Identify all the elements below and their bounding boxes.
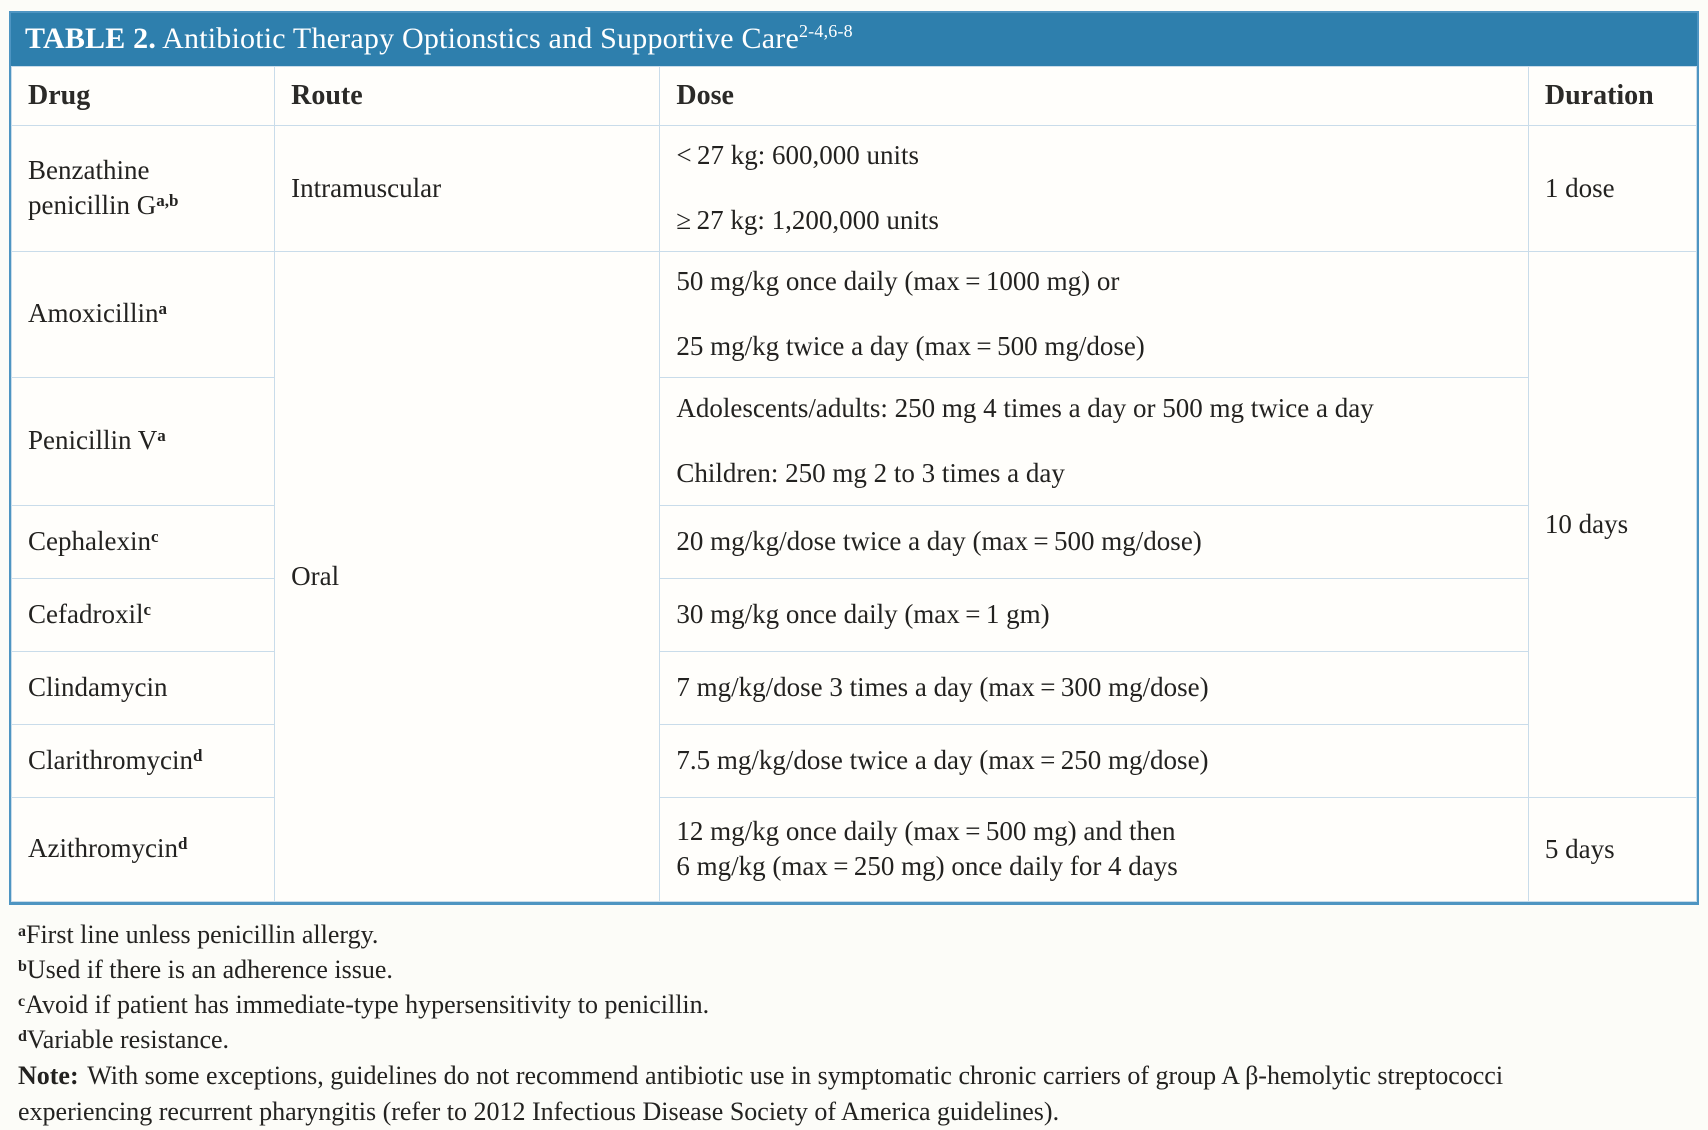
footnote-marker: a — [18, 922, 26, 940]
column-header-dose: Dose — [659, 65, 1529, 126]
duration-value: 10 days — [1544, 508, 1629, 539]
drug-name: Cefadroxil — [28, 598, 144, 629]
dose-line: 25 mg/kg twice a day (max = 500 mg/dose) — [676, 330, 1145, 361]
dose-line: 6 mg/kg (max = 250 mg) once daily for 4 … — [676, 851, 1178, 881]
table-row-cefadroxil: Cefadroxilc 30 mg/kg once daily (max = 1… — [10, 577, 1697, 652]
duration-cell-ten-days-merged: 10 days — [1527, 250, 1698, 798]
footnote-text: Avoid if patient has immediate-type hype… — [25, 989, 710, 1019]
note-label: Note: — [18, 1060, 79, 1090]
table-row-penicillin-v: Penicillin Va Adolescents/adults: 250 mg… — [10, 376, 1697, 506]
route-value: Intramuscular — [291, 172, 442, 203]
drug-cell: Azithromycind — [10, 796, 276, 902]
table-title-bar: TABLE 2. Antibiotic Therapy Optionstics … — [11, 13, 1697, 66]
footnote-text: First line unless penicillin allergy. — [26, 919, 379, 949]
footnotes-section: aFirst line unless penicillin allergy. b… — [9, 918, 1699, 1130]
note-line-1: Note: With some exceptions, guidelines do… — [18, 1058, 1699, 1094]
drug-cell: Benzathine penicillin Ga,b — [10, 124, 276, 252]
footnote-a: aFirst line unless penicillin allergy. — [18, 918, 1699, 952]
table-row-amoxicillin: Amoxicillina Oral 50 mg/kg once daily (m… — [10, 250, 1698, 902]
drug-cell: Cefadroxilc — [10, 577, 276, 652]
dose-cell: < 27 kg: 600,000 units ≥ 27 kg: 1,200,00… — [659, 124, 1529, 252]
antibiotic-therapy-table: Drug Route Dose Duration Benzathine peni… — [10, 65, 1698, 902]
dose-cell: 7.5 mg/kg/dose twice a day (max = 250 mg… — [659, 723, 1529, 798]
drug-cell: Amoxicillina — [10, 250, 276, 378]
dose-cell: 30 mg/kg once daily (max = 1 gm) — [659, 577, 1529, 652]
dose-cell: 20 mg/kg/dose twice a day (max = 500 mg/… — [659, 504, 1529, 579]
drug-footnote-marker: c — [143, 599, 152, 619]
table-row-clarithromycin: Clarithromycind 7.5 mg/kg/dose twice a d… — [10, 723, 1697, 798]
header-row: Drug Route Dose Duration — [10, 65, 1698, 126]
drug-name: Benzathine penicillin G — [28, 154, 157, 220]
drug-name: Penicillin V — [28, 425, 158, 456]
drug-footnote-marker: c — [150, 526, 159, 546]
table-row-cephalexin: Cephalexinc 20 mg/kg/dose twice a day (m… — [10, 504, 1697, 579]
dose-line: ≥ 27 kg: 1,200,000 units — [676, 204, 939, 235]
dose-line: 30 mg/kg once daily (max = 1 gm) — [676, 598, 1050, 629]
column-header-duration: Duration — [1527, 65, 1698, 126]
footnote-marker: b — [18, 957, 27, 975]
drug-cell: Clarithromycind — [10, 723, 276, 798]
drug-footnote-marker: d — [192, 745, 203, 765]
dose-cell: 7 mg/kg/dose 3 times a day (max = 300 mg… — [659, 650, 1529, 725]
table-row-clindamycin: Clindamycin 7 mg/kg/dose 3 times a day (… — [10, 650, 1697, 725]
drug-cell: Penicillin Va — [10, 376, 276, 506]
dose-line: 7 mg/kg/dose 3 times a day (max = 300 mg… — [676, 671, 1209, 702]
table-title-text: Antibiotic Therapy Optionstics and Suppo… — [156, 22, 799, 55]
footnote-c: cAvoid if patient has immediate-type hyp… — [18, 988, 1699, 1022]
dose-line: 12 mg/kg once daily (max = 500 mg) and t… — [676, 816, 1176, 847]
drug-name: Cephalexin — [28, 525, 151, 556]
dose-cell: 50 mg/kg once daily (max = 1000 mg) or 2… — [659, 250, 1529, 378]
duration-cell-five-days: 5 days — [1527, 796, 1698, 902]
footnote-text: Used if there is an adherence issue. — [26, 954, 393, 984]
drug-name: Azithromycin — [28, 833, 178, 864]
note-text: With some exceptions, guidelines do not … — [87, 1060, 1504, 1090]
drug-name: Clindamycin — [28, 671, 168, 702]
drug-name: Clarithromycin — [28, 744, 193, 775]
table-row-benzathine: Benzathine penicillin Ga,b Intramuscular… — [10, 124, 1698, 252]
drug-name: Amoxicillin — [28, 298, 159, 329]
duration-value: 1 dose — [1544, 172, 1615, 203]
drug-footnote-marker: a,b — [156, 191, 179, 210]
column-header-drug: Drug — [10, 65, 276, 126]
table-row-azithromycin: Azithromycind 12 mg/kg once daily (max =… — [10, 796, 1698, 902]
table-title-label: TABLE 2. — [25, 22, 157, 55]
footnote-marker: c — [18, 992, 26, 1010]
footnote-marker: d — [18, 1027, 27, 1045]
table-panel: TABLE 2. Antibiotic Therapy Optionstics … — [9, 11, 1699, 905]
route-value: Oral — [291, 560, 340, 591]
drug-cell: Clindamycin — [10, 650, 276, 725]
dose-line: Children: 250 mg 2 to 3 times a day — [676, 457, 1065, 488]
dose-cell: 12 mg/kg once daily (max = 500 mg) and t… — [659, 796, 1529, 902]
footnote-d: dVariable resistance. — [18, 1023, 1699, 1057]
duration-value: 5 days — [1544, 833, 1615, 864]
route-cell-oral-merged: Oral — [274, 250, 661, 902]
dose-line: 50 mg/kg once daily (max = 1000 mg) or — [676, 265, 1120, 296]
dose-line: 7.5 mg/kg/dose twice a day (max = 250 mg… — [676, 744, 1209, 775]
dose-cell: Adolescents/adults: 250 mg 4 times a day… — [659, 376, 1529, 506]
drug-footnote-marker: d — [177, 834, 188, 854]
duration-cell: 1 dose — [1527, 124, 1698, 252]
column-header-route: Route — [274, 65, 661, 126]
drug-cell: Cephalexinc — [10, 504, 276, 579]
footnote-b: bUsed if there is an adherence issue. — [18, 953, 1699, 987]
table-title-reference: 2-4,6-8 — [798, 21, 853, 41]
drug-footnote-marker: a — [158, 299, 168, 319]
dose-line: 20 mg/kg/dose twice a day (max = 500 mg/… — [676, 525, 1202, 556]
drug-footnote-marker: a — [157, 426, 166, 446]
dose-line: < 27 kg: 600,000 units — [676, 139, 920, 170]
note-line-2: experiencing recurrent pharyngitis (refe… — [18, 1096, 1060, 1126]
footnote-text: Variable resistance. — [26, 1024, 230, 1054]
route-cell: Intramuscular — [274, 124, 661, 252]
dose-line: Adolescents/adults: 250 mg 4 times a day… — [676, 392, 1374, 423]
